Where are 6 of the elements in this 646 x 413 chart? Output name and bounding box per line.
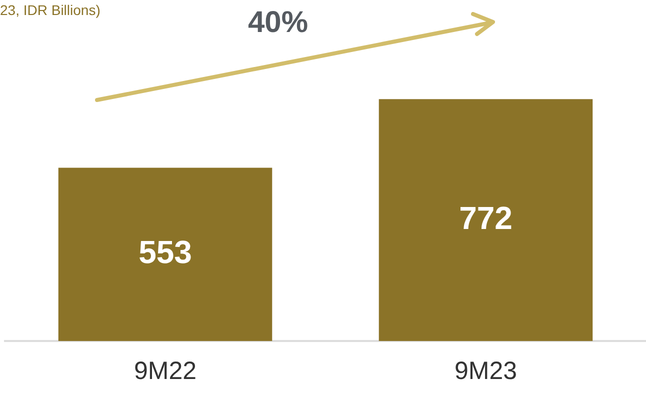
chart-title: 23, IDR Billions) (0, 2, 100, 18)
data-label: 772 (459, 200, 512, 236)
data-label: 553 (138, 234, 192, 270)
x-tick-label: 9M22 (134, 356, 197, 385)
x-tick-label: 9M23 (454, 356, 518, 385)
text: 40% (248, 6, 308, 40)
